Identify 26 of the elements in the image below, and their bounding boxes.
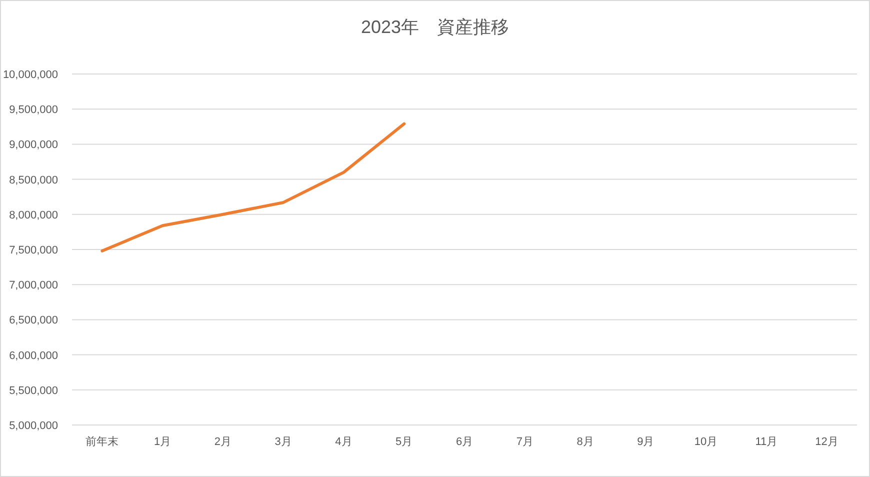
- x-tick-label: 前年末: [86, 435, 119, 448]
- x-tick-label: 3月: [274, 436, 292, 448]
- y-tick-label: 6,000,000: [9, 350, 58, 362]
- x-tick-label: 10月: [694, 436, 718, 448]
- chart-title: 2023年 資産推移: [360, 17, 510, 37]
- x-tick-label: 2月: [214, 436, 232, 448]
- x-tick-label: 4月: [335, 436, 352, 448]
- x-tick-label: 7月: [516, 436, 534, 448]
- y-tick-label: 6,500,000: [9, 314, 58, 327]
- y-tick-label: 5,500,000: [9, 384, 58, 397]
- x-tick-label: 1月: [154, 436, 172, 448]
- y-tick-label: 7,500,000: [9, 244, 58, 256]
- x-tick-label: 5月: [396, 436, 413, 448]
- y-tick-label: 9,500,000: [9, 104, 58, 116]
- x-tick-label: 9月: [637, 436, 654, 448]
- y-tick-label: 8,500,000: [9, 174, 58, 186]
- line-series: [100, 122, 406, 252]
- x-tick-label: 11月: [755, 436, 778, 448]
- y-tick-label: 7,000,000: [9, 280, 58, 292]
- y-tick-label: 9,000,000: [9, 139, 58, 152]
- x-tick-label: 6月: [456, 436, 474, 448]
- y-tick-label: 10,000,000: [2, 69, 58, 81]
- y-tick-label: 5,000,000: [9, 420, 58, 432]
- x-tick-label: 12月: [815, 436, 838, 448]
- y-tick-label: 8,000,000: [9, 209, 58, 222]
- x-tick-label: 8月: [576, 436, 594, 448]
